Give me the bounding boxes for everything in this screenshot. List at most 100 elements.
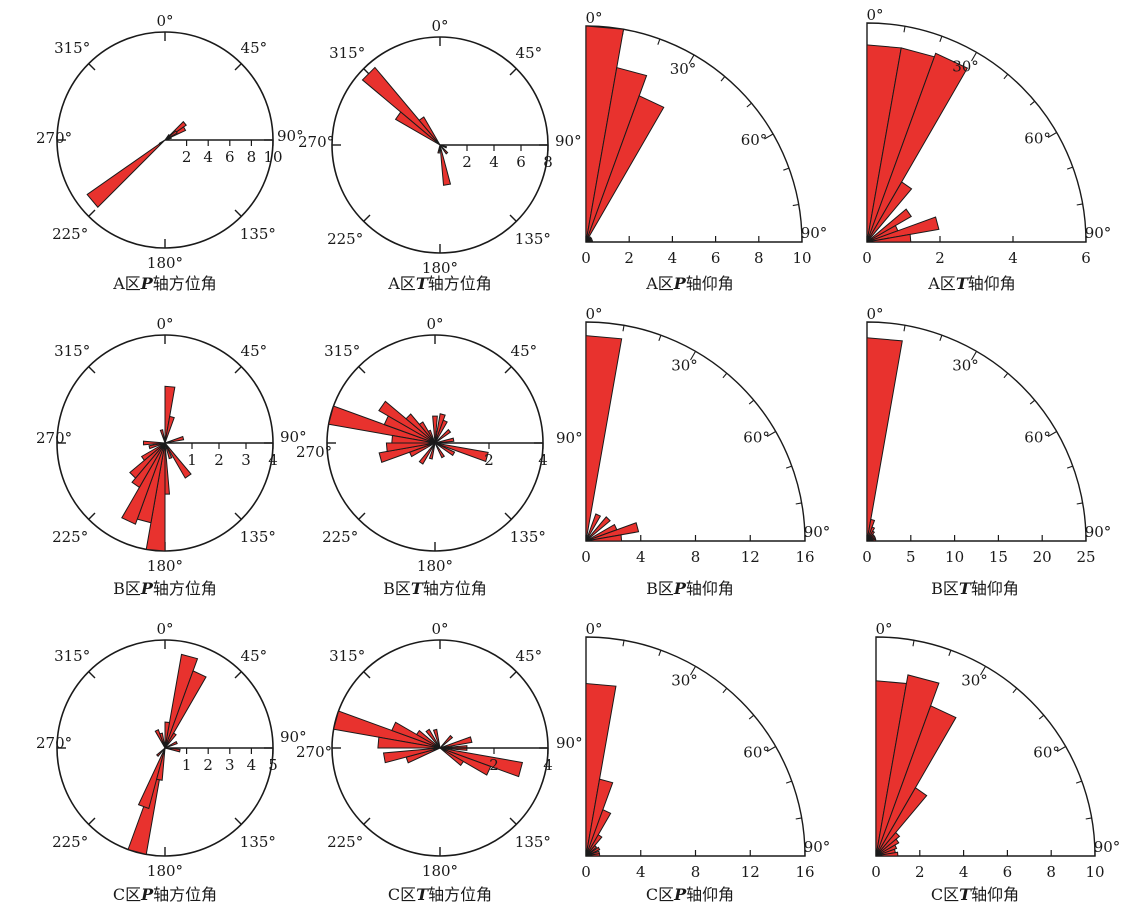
dip-label-90: 90° bbox=[801, 224, 828, 242]
radial-scale-label: 3 bbox=[225, 756, 235, 774]
radial-scale-label: 4 bbox=[543, 756, 553, 774]
rose-petal bbox=[434, 442, 446, 459]
dip-arc-tick bbox=[903, 325, 906, 332]
radial-scale-label: 8 bbox=[543, 153, 553, 171]
dip-petal bbox=[585, 513, 602, 542]
rose-petal bbox=[434, 437, 455, 444]
rose-petal bbox=[164, 670, 207, 749]
caption-descriptor: 轴方位角 bbox=[153, 579, 217, 598]
dip-arc-tick bbox=[1003, 73, 1009, 80]
dip-petal bbox=[585, 335, 623, 542]
dip-arc-tick bbox=[657, 38, 661, 45]
radial-scale-label: 5 bbox=[268, 756, 278, 774]
dip-arc-tick bbox=[785, 780, 792, 784]
dip-axis-label: 2 bbox=[915, 863, 925, 881]
rose-rim-tick bbox=[509, 214, 517, 222]
radial-scale-label: 2 bbox=[462, 153, 472, 171]
caption-axis-letter: T bbox=[959, 579, 972, 598]
caption-region: B区 bbox=[646, 579, 674, 598]
rose-rim-tick bbox=[358, 366, 366, 374]
dip-arc-tick bbox=[722, 372, 728, 379]
dip-axis-label: 6 bbox=[711, 249, 721, 267]
radial-scale-label: 1 bbox=[182, 756, 192, 774]
chart-caption: C区P轴方位角 bbox=[113, 885, 217, 904]
rose-petal bbox=[418, 442, 436, 465]
radial-scale-label: 2 bbox=[489, 756, 499, 774]
direction-label-south: 180° bbox=[147, 557, 183, 575]
direction-label-west: 270° bbox=[296, 443, 332, 461]
dip-label-0: 0° bbox=[585, 305, 602, 323]
rose-petal bbox=[164, 732, 177, 749]
dip-diagram-c_t_dip: 0 2 4 6 8 10 0° 30° 60° 90° C区T轴仰角 bbox=[871, 620, 1120, 904]
dip-axis-label: 0 bbox=[581, 249, 591, 267]
chart-caption: B区T轴仰角 bbox=[931, 579, 1019, 598]
rose-petal bbox=[164, 133, 171, 141]
rose-diagram-b_p_az: 1 2 3 4 0° 45° 90° 135° 180° 225° 270° 315° B区P轴方位角 bbox=[36, 315, 307, 598]
radial-scale-label: 1 bbox=[187, 451, 197, 469]
caption-region: A区 bbox=[927, 274, 956, 293]
dip-petal bbox=[585, 853, 601, 857]
dip-label-60: 60° bbox=[743, 744, 770, 762]
dip-arc-tick bbox=[746, 102, 752, 108]
rose-petal bbox=[434, 419, 448, 444]
caption-region: B区 bbox=[113, 579, 141, 598]
direction-label-east: 90° bbox=[280, 728, 307, 746]
direction-label-ne: 45° bbox=[241, 647, 268, 665]
direction-label-se: 135° bbox=[240, 833, 276, 851]
dip-label-30: 30° bbox=[671, 356, 698, 374]
dip-arc-tick bbox=[1029, 100, 1036, 106]
dip-axis-label: 2 bbox=[624, 249, 634, 267]
dip-label-30: 30° bbox=[952, 57, 979, 75]
dip-arc-tick bbox=[1066, 465, 1073, 469]
rose-petal bbox=[155, 747, 166, 758]
rose-diagram-c_p_az: 1 2 3 4 5 0° 45° 90° 135° 180° 225° 270° 315° C区P轴方位角 bbox=[36, 620, 307, 904]
direction-label-east: 90° bbox=[280, 428, 307, 446]
radial-scale-label: 4 bbox=[538, 451, 548, 469]
direction-label-east: 90° bbox=[277, 127, 304, 145]
caption-descriptor: 轴仰角 bbox=[686, 885, 734, 904]
dip-quadrant-frame bbox=[875, 636, 1096, 857]
dip-axis-label: 0 bbox=[862, 548, 872, 566]
dip-label-0: 0° bbox=[875, 620, 892, 638]
dip-arc-tick bbox=[1076, 203, 1083, 206]
rose-petal bbox=[427, 429, 436, 444]
dip-diagram-b_p_dip: 0 4 8 12 16 0° 30° 60° 90° B区P轴仰角 bbox=[581, 305, 830, 598]
rose-petal bbox=[434, 442, 456, 457]
dip-petal bbox=[875, 705, 957, 857]
dip-arc-tick bbox=[748, 714, 755, 720]
caption-axis-letter: P bbox=[140, 579, 154, 598]
dip-axis-label: 16 bbox=[795, 863, 814, 881]
caption-axis-letter: T bbox=[416, 885, 429, 904]
caption-region: B区 bbox=[383, 579, 411, 598]
dip-arc-tick bbox=[939, 335, 943, 342]
dip-arc-tick bbox=[1075, 780, 1082, 784]
rose-petal bbox=[439, 144, 449, 155]
caption-axis-letter: T bbox=[956, 274, 969, 293]
direction-label-north: 0° bbox=[431, 17, 448, 35]
radial-scale-label: 6 bbox=[516, 153, 526, 171]
dip-axis-label: 5 bbox=[906, 548, 916, 566]
rose-petal bbox=[148, 442, 166, 450]
dip-arc-tick bbox=[912, 640, 915, 647]
dip-petal bbox=[585, 844, 598, 857]
rose-petal bbox=[159, 429, 166, 444]
dip-arc-tick bbox=[748, 399, 755, 405]
dip-arc-tick bbox=[764, 133, 774, 140]
rose-rim-tick bbox=[88, 209, 96, 217]
direction-label-ne: 45° bbox=[516, 44, 543, 62]
rose-rim-tick bbox=[504, 366, 512, 374]
dip-label-0: 0° bbox=[585, 620, 602, 638]
dip-arc-tick bbox=[939, 36, 943, 43]
rose-petal bbox=[434, 428, 452, 444]
direction-label-west: 270° bbox=[36, 129, 72, 147]
dip-axis-label: 16 bbox=[795, 548, 814, 566]
dip-label-90: 90° bbox=[1094, 838, 1121, 856]
dip-arc-tick bbox=[783, 167, 790, 171]
chart-caption: B区P轴仰角 bbox=[646, 579, 734, 598]
chart-caption: A区T轴方位角 bbox=[387, 274, 491, 293]
dip-label-60: 60° bbox=[743, 429, 770, 447]
dip-axis-label: 4 bbox=[636, 863, 646, 881]
rose-petal bbox=[434, 442, 489, 463]
dip-arc-tick bbox=[766, 746, 776, 752]
direction-label-se: 135° bbox=[240, 225, 276, 243]
